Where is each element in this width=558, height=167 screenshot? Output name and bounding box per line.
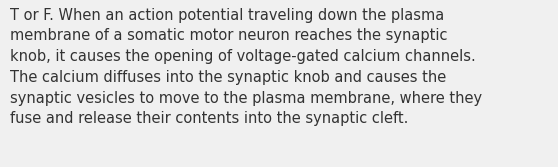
Text: T or F. When an action potential traveling down the plasma
membrane of a somatic: T or F. When an action potential traveli… bbox=[10, 8, 482, 126]
